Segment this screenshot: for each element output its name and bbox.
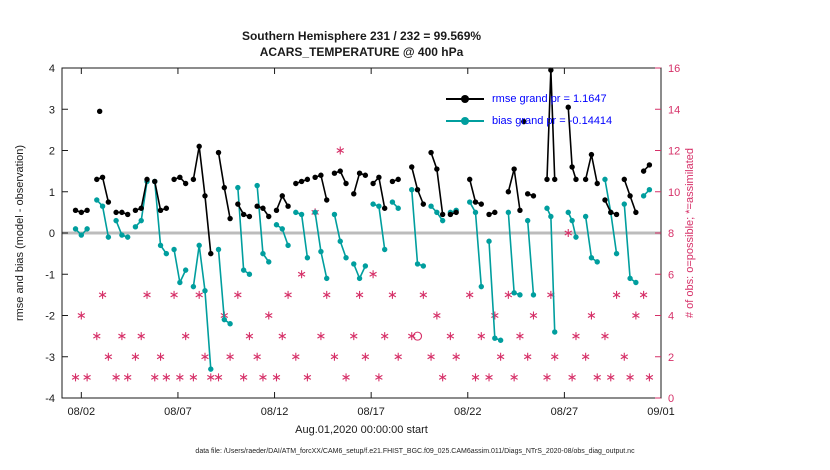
legend-label-rmse: rmse grand pr = 1.1647: [492, 93, 607, 105]
svg-text:-1: -1: [45, 269, 55, 281]
svg-text:09/01: 09/01: [647, 406, 675, 418]
svg-text:-4: -4: [45, 393, 55, 405]
svg-text:-2: -2: [45, 311, 55, 323]
x-axis-label: Aug.01,2020 00:00:00 start: [295, 424, 428, 436]
svg-text:3: 3: [49, 104, 55, 116]
svg-text:0: 0: [668, 393, 674, 405]
svg-text:08/17: 08/17: [357, 406, 385, 418]
chart-subtitle: ACARS_TEMPERATURE @ 400 hPa: [259, 45, 464, 59]
svg-text:08/07: 08/07: [164, 406, 192, 418]
svg-text:16: 16: [668, 63, 680, 75]
y-axis-left: -4 -3 -2 -1 0 1 2 3 4: [45, 63, 68, 405]
svg-text:4: 4: [49, 63, 55, 75]
data-file-caption: data file: /Users/raeder/DAI/ATM_forcXX/…: [195, 448, 635, 455]
bias-series: [72, 176, 653, 372]
rmse-series: [72, 67, 653, 257]
svg-text:2: 2: [668, 352, 674, 364]
legend-row-bias: bias grand pr = -0.14414: [446, 110, 612, 132]
svg-text:14: 14: [668, 104, 680, 116]
svg-text:6: 6: [668, 269, 674, 281]
legend-label-bias: bias grand pr = -0.14414: [492, 115, 613, 127]
svg-text:10: 10: [668, 187, 680, 199]
svg-text:08/12: 08/12: [261, 406, 289, 418]
bias-marker-icon: [461, 117, 469, 125]
svg-text:-3: -3: [45, 352, 55, 364]
rmse-marker-icon: [461, 95, 469, 103]
rmse-line-swatch: [446, 95, 484, 103]
svg-text:0: 0: [49, 228, 55, 240]
svg-text:4: 4: [668, 311, 674, 323]
bias-line-swatch: [446, 117, 484, 125]
obs-markers: [71, 146, 654, 382]
svg-text:08/27: 08/27: [551, 406, 579, 418]
title-block: Southern Hemisphere 231 / 232 = 99.569% …: [62, 28, 661, 60]
x-axis: 08/02 08/07 08/12 08/17 08/22 08/27 09/01: [68, 68, 675, 418]
y-axis-right: 0 2 4 6 8 10 12 14 16: [655, 63, 680, 405]
svg-text:12: 12: [668, 146, 680, 158]
svg-text:08/22: 08/22: [454, 406, 482, 418]
svg-text:2: 2: [49, 146, 55, 158]
legend: rmse grand pr = 1.1647 bias grand pr = -…: [446, 88, 612, 132]
legend-row-rmse: rmse grand pr = 1.1647: [446, 88, 612, 110]
svg-text:8: 8: [668, 228, 674, 240]
svg-text:08/02: 08/02: [68, 406, 96, 418]
chart-title: Southern Hemisphere 231 / 232 = 99.569%: [241, 29, 482, 43]
svg-text:1: 1: [49, 187, 55, 199]
